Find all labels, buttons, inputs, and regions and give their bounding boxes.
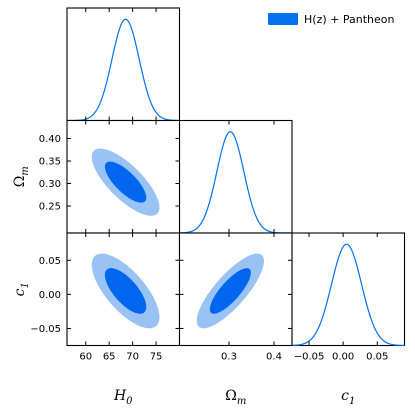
x-tick-label-H0: 70: [126, 352, 139, 363]
y-tick-label-Omega_m: 0.40: [39, 134, 61, 145]
y-axis-label-Omega_m: Ωm: [12, 166, 31, 187]
contour-68-H0-Omega_m: [104, 161, 147, 203]
ticks-layer: 60 65 70 75 0.3 0.4 −0.05 0.00 0.05 0.25 0.30 0.35 0…: [30, 8, 388, 363]
contour-Omega_m-c1: [178, 232, 293, 347]
x-tick-label-c1: 0.05: [366, 352, 388, 363]
x-tick-label-H0: 65: [103, 352, 116, 363]
panel-frame: [178, 119, 293, 234]
marginal-c1: [291, 232, 406, 347]
contour-68-Omega_m-c1: [209, 268, 251, 314]
x-axis-label-c1: c1: [341, 388, 355, 407]
y-tick-label-Omega_m: 0.25: [39, 202, 61, 213]
marginal-curve-Omega_m: [179, 131, 292, 234]
x-axis-label-Omega_m: Ωm: [225, 388, 246, 407]
marginal-H0: [66, 7, 181, 122]
contour-H0-Omega_m: [66, 119, 181, 234]
contour-68-H0-c1: [104, 268, 147, 314]
x-tick-label-c1: 0.00: [332, 352, 354, 363]
y-tick-label-c1: −0.05: [30, 324, 61, 335]
labels-layer: H0 Ωm c1 Ωm c1: [12, 166, 355, 407]
marginal-curve-c1: [291, 243, 405, 347]
x-axis-label-H0: H0: [113, 388, 133, 407]
x-tick-label-H0: 60: [79, 352, 92, 363]
panel-frame: [66, 7, 181, 122]
y-tick-label-c1: 0.00: [39, 290, 61, 301]
y-tick-label-Omega_m: 0.35: [39, 157, 61, 168]
y-axis-label-c1: c1: [12, 282, 31, 296]
legend-label: H(z) + Pantheon: [304, 13, 394, 26]
legend: H(z) + Pantheon: [268, 13, 394, 26]
x-tick-label-c1: −0.05: [294, 352, 325, 363]
legend-swatch: [268, 13, 298, 25]
x-tick-label-Omega_m: 0.3: [221, 352, 237, 363]
x-tick-label-Omega_m: 0.4: [266, 352, 282, 363]
y-tick-label-c1: 0.05: [39, 256, 61, 267]
contour-H0-c1: [66, 232, 181, 347]
x-tick-label-H0: 75: [150, 352, 163, 363]
panel-frame: [291, 232, 406, 347]
y-tick-label-Omega_m: 0.30: [39, 179, 61, 190]
panels-layer: [66, 7, 406, 347]
marginal-Omega_m: [178, 119, 293, 234]
